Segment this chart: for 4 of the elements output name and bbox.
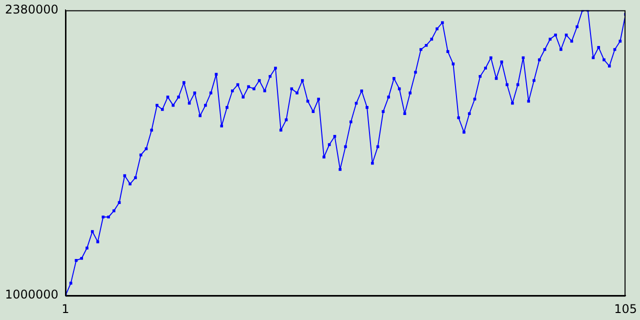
y-tick-label: 2380000 [4, 2, 58, 16]
x-tick-label: 1 [62, 302, 70, 316]
y-tick-label: 1000000 [4, 288, 58, 302]
x-tick-label: 105 [614, 302, 637, 316]
